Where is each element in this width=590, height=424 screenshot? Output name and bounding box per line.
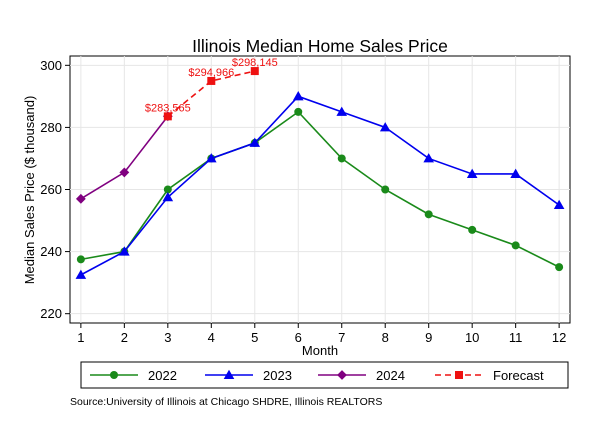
data-point: [468, 225, 477, 234]
y-tick-label: 220: [40, 306, 62, 321]
series-layer: $283,565 $294,966$298,145: [75, 57, 565, 279]
data-point: [423, 153, 434, 163]
series-line: [80, 95, 560, 276]
legend-marker: [223, 369, 235, 379]
data-point: [163, 112, 172, 121]
data-point: [249, 137, 261, 147]
data-label: $298,145: [232, 57, 278, 69]
legend-label: Forecast: [493, 368, 544, 383]
data-point: [292, 91, 304, 101]
data-point: [466, 168, 478, 178]
x-tick-label: 9: [425, 330, 432, 345]
source-note: Source:University of Illinois at Chicago…: [70, 396, 383, 408]
x-tick-label: 8: [382, 330, 389, 345]
x-tick-label: 1: [77, 330, 84, 345]
data-point: [250, 67, 259, 76]
data-point: [337, 154, 346, 163]
legend-label: 2023: [263, 368, 292, 383]
data-point: [206, 153, 217, 163]
data-point: [119, 167, 130, 178]
data-point: [75, 193, 86, 204]
y-axis-label: Median Sales Price ($ thousand): [22, 96, 37, 285]
legend-item: 2023: [205, 368, 292, 383]
data-label: $283,565: [145, 102, 191, 114]
series-2022: [76, 107, 564, 272]
legend-item: 2022: [90, 368, 177, 383]
data-point: [75, 269, 87, 279]
y-tick-label: 240: [40, 244, 62, 259]
x-tick-label: 3: [164, 330, 171, 345]
x-tick-label: 6: [295, 330, 302, 345]
x-axis-label: Month: [302, 343, 338, 358]
data-point: [381, 185, 390, 194]
legend-label: 2024: [376, 368, 405, 383]
data-point: [336, 106, 348, 116]
chart-title: Illinois Median Home Sales Price: [192, 36, 448, 56]
data-point: [553, 199, 565, 209]
y-tick-label: 280: [40, 120, 62, 135]
series-line: [167, 70, 255, 117]
x-tick-label: 11: [509, 330, 523, 345]
y-tick-label: 300: [40, 58, 62, 73]
legend-item: 2024: [318, 368, 405, 383]
data-point: [119, 246, 130, 256]
x-tick-label: 7: [338, 330, 345, 345]
series-forecast: $283,565 $294,966$298,145: [145, 57, 278, 121]
data-point: [424, 210, 433, 219]
x-tick-label: 12: [552, 330, 566, 345]
data-point: [76, 255, 85, 264]
x-tick-label: 10: [465, 330, 479, 345]
x-tick-label: 2: [121, 330, 128, 345]
y-tick-label: 260: [40, 182, 62, 197]
legend-marker: [110, 371, 118, 379]
data-point: [379, 122, 391, 132]
data-point: [510, 168, 521, 178]
data-point: [511, 241, 520, 250]
data-point: [163, 185, 172, 194]
x-tick-label: 4: [208, 330, 215, 345]
x-tick-label: 5: [251, 330, 258, 345]
data-point: [555, 263, 564, 272]
legend-label: 2022: [148, 368, 177, 383]
legend-item: Forecast: [435, 368, 544, 383]
series-line: [80, 110, 560, 268]
data-point: [207, 76, 216, 85]
series-2023: [75, 91, 565, 279]
legend: 2022 2023 2024 Forecast: [80, 361, 569, 389]
data-label: $294,966: [188, 67, 234, 79]
data-point: [162, 191, 174, 202]
data-point: [294, 107, 303, 116]
legend-marker: [455, 371, 463, 379]
legend-marker: [337, 370, 347, 380]
